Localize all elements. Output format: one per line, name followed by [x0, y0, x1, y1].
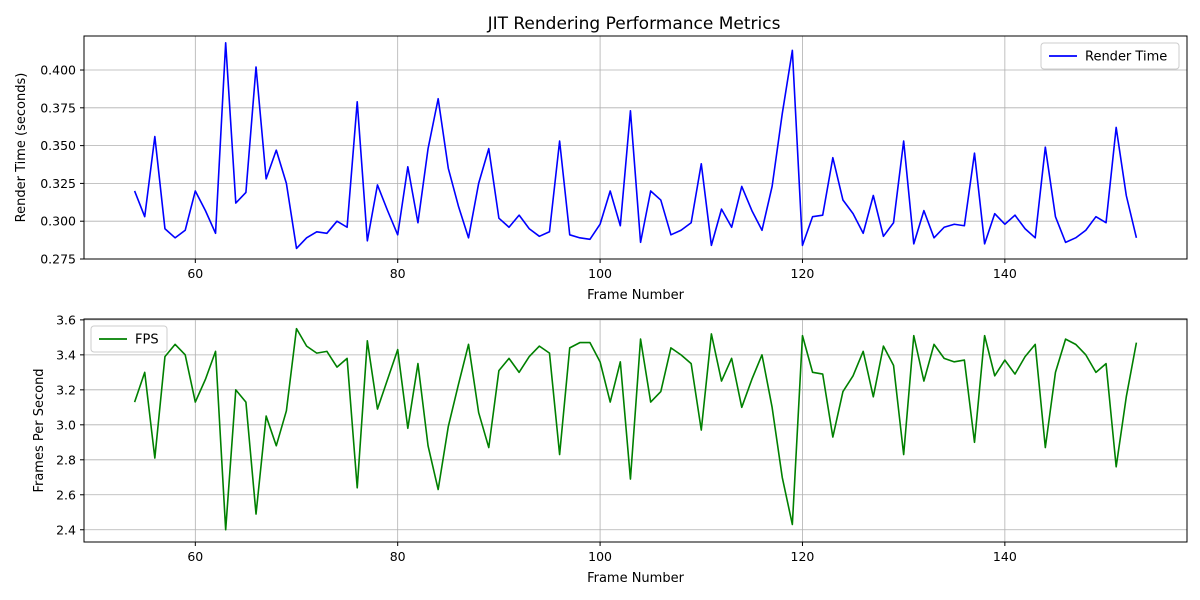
- y-tick-label: 2.4: [56, 522, 76, 537]
- y-tick-label: 0.300: [40, 214, 76, 229]
- y-tick-label: 3.2: [56, 382, 76, 397]
- figure-title: JIT Rendering Performance Metrics: [487, 14, 781, 34]
- x-tick-label: 100: [588, 549, 612, 564]
- y-tick-label: 3.0: [56, 417, 76, 432]
- legend-box: [90, 325, 168, 353]
- legend-box: [1040, 42, 1180, 70]
- plot-frame: [83, 35, 1188, 260]
- x-tick-label: 60: [187, 549, 203, 564]
- y-tick-label: 0.350: [40, 138, 76, 153]
- gridlines: [84, 319, 1187, 542]
- y-tick-label: 0.375: [40, 100, 76, 115]
- x-tick-label: 120: [791, 549, 815, 564]
- legend-label: FPS: [135, 333, 159, 348]
- fps-chart: 60 80 100 120 140 2.4 2.6 2.8 3.0 3.2 3.4 3.6 Frame …: [32, 312, 1188, 586]
- series-line-fps: [133, 327, 1138, 531]
- render-time-chart: 60 80 100 120 140 0.275 0.300 0.325 0.350 0.375 0.…: [14, 35, 1188, 303]
- y-tick-label: 3.4: [56, 347, 76, 362]
- legend: Render Time: [1040, 42, 1180, 70]
- x-tick-label: 140: [993, 549, 1017, 564]
- y-tick-label: 3.6: [56, 312, 76, 327]
- y-tick-label: 0.400: [40, 63, 76, 78]
- y-tick-label: 0.275: [40, 252, 76, 267]
- x-tick-label: 60: [187, 266, 203, 281]
- x-tick-label: 80: [390, 549, 406, 564]
- x-tick-label: 120: [791, 266, 815, 281]
- plot-frame: [83, 318, 1188, 543]
- x-axis-label: Frame Number: [587, 571, 685, 586]
- x-tick-label: 80: [390, 266, 406, 281]
- legend-label: Render Time: [1085, 50, 1167, 65]
- y-axis-label: Render Time (seconds): [14, 73, 29, 223]
- x-tick-label: 140: [993, 266, 1017, 281]
- y-tick-label: 2.8: [56, 452, 76, 467]
- y-axis-label: Frames Per Second: [32, 368, 47, 492]
- x-axis-label: Frame Number: [587, 288, 685, 303]
- series-line-render-time: [133, 41, 1138, 250]
- x-tick-label: 100: [588, 266, 612, 281]
- y-tick-label: 0.325: [40, 176, 76, 191]
- y-tick-label: 2.6: [56, 487, 76, 502]
- legend: FPS: [90, 325, 168, 353]
